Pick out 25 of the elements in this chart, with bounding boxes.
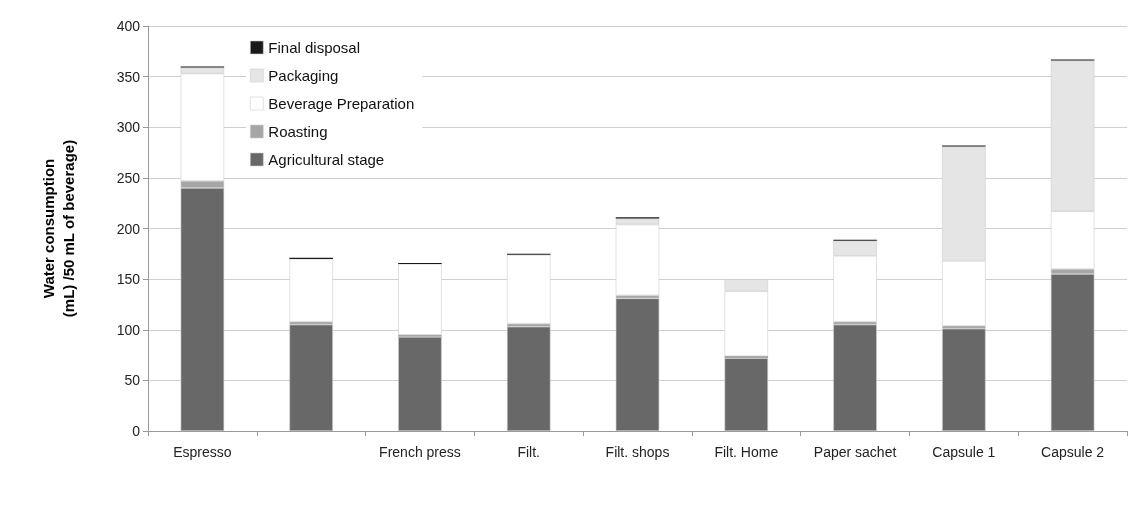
y-tick-label: 0 [132,423,141,439]
legend-label: Packaging [268,67,339,84]
x-tick-label: French press [379,444,461,460]
x-tick-label: Paper sachet [813,444,897,460]
legend-label: Final disposal [268,39,361,56]
y-tick-label: 100 [116,321,141,338]
legend-label: Beverage Preparation [268,95,415,112]
bar [724,356,769,359]
x-tick-label: Capsule 2 [1041,444,1105,460]
y-tick-label: 350 [116,68,141,85]
y-tick-label: 400 [116,18,141,34]
x-tick-label: Filt. Home [714,444,779,460]
y-tick-label: 50 [124,372,141,389]
y-tick-label: 200 [116,220,141,237]
y-tick-label: 150 [116,271,141,288]
y-tick-label: 250 [116,169,141,186]
x-tick-label: Filt. shops [605,444,670,460]
y-axis-title: Water consumption (mL) /50 mL of beverage) [39,139,77,318]
x-tick-label: Espresso [173,444,232,460]
y-tick-label: 300 [116,119,141,136]
x-tick-label: Filt. [517,444,540,460]
legend-label: Agricultural stage [268,151,385,168]
x-tick-label: Capsule 1 [932,444,996,460]
bar [398,334,442,337]
legend-label: Roasting [268,123,328,140]
